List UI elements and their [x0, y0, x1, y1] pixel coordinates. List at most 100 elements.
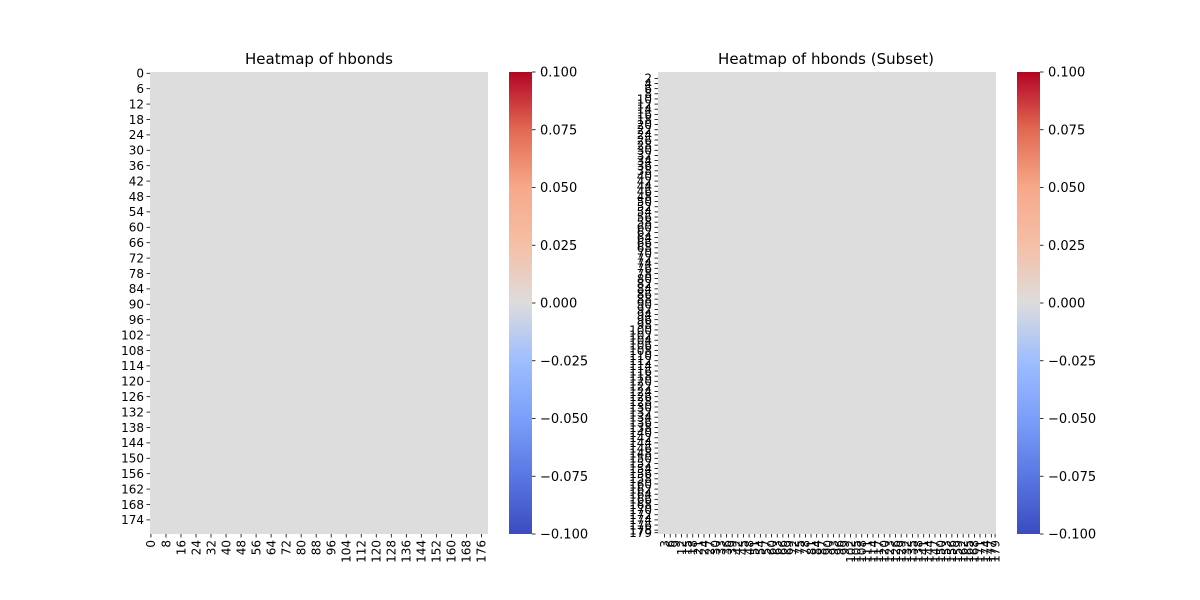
y-tick: 42	[637, 174, 658, 188]
y-tick: 98	[637, 318, 658, 332]
y-tick-label: 102	[629, 328, 652, 342]
y-tick: 84	[637, 282, 658, 296]
y-tick: 24	[637, 128, 658, 142]
y-tick-label: 50	[637, 195, 652, 209]
y-tick-label: 120	[121, 375, 144, 389]
x-tick: 57	[759, 534, 773, 555]
heatmap-right: Heatmap of hbonds (Subset) 2468101214161…	[629, 50, 1002, 563]
y-tick-label: 80	[637, 272, 652, 286]
x-tick: 66	[776, 534, 790, 555]
y-tick: 10	[637, 92, 658, 106]
y-tick-label: 30	[129, 144, 144, 158]
y-tick: 179	[629, 526, 658, 540]
y-tick: 78	[129, 267, 150, 281]
y-tick-label: 32	[637, 149, 652, 163]
y-tick: 6	[136, 82, 150, 96]
y-tick: 62	[637, 226, 658, 240]
y-tick: 96	[637, 313, 658, 327]
y-tick: 78	[637, 267, 658, 281]
y-tick-label: 40	[637, 169, 652, 183]
x-tick-label: 105	[849, 540, 863, 563]
x-tick: 168	[968, 534, 982, 563]
y-tick-label: 70	[637, 246, 652, 260]
y-tick: 156	[629, 467, 658, 481]
x-tick-label: 128	[385, 540, 399, 563]
x-tick: 102	[844, 534, 858, 563]
x-tick-label: 78	[799, 540, 813, 555]
x-tick: 6	[664, 534, 678, 548]
colorbar-tick: 0.025	[532, 239, 577, 254]
colorbar-tick: −0.025	[532, 354, 588, 369]
x-tick-label: 96	[833, 540, 847, 555]
x-tick: 16	[174, 534, 188, 555]
heatmap-left-cells	[150, 72, 488, 534]
x-tick-label: 179	[988, 540, 1002, 563]
y-tick-label: 78	[637, 267, 652, 281]
colorbar-tick: −0.100	[1040, 528, 1096, 543]
y-tick-label: 154	[629, 462, 652, 476]
heatmap-left: Heatmap of hbonds 0612182430364248546066…	[121, 50, 489, 563]
heatmap-left-x-ticks: 0 8 16 24 32 40 48 56 64 72 80 88 96 104 112 120 128 136 1…	[144, 534, 489, 563]
x-tick: 9	[669, 534, 683, 548]
x-tick-label: 6	[664, 540, 678, 548]
y-tick-label: 52	[637, 200, 652, 214]
x-tick-label: 56	[249, 540, 263, 555]
x-tick-label: 176	[475, 540, 489, 563]
y-tick-label: 156	[629, 467, 652, 481]
y-tick: 90	[129, 298, 150, 312]
x-tick: 176	[475, 534, 489, 563]
x-tick: 114	[866, 534, 880, 563]
colorbar-tick-label: 0.025	[540, 239, 577, 254]
y-tick: 82	[637, 277, 658, 291]
y-tick-label: 98	[637, 318, 652, 332]
colorbar-tick-label: −0.050	[1048, 412, 1096, 427]
colorbar-tick-label: 0.050	[1048, 181, 1085, 196]
x-tick: 72	[279, 534, 293, 555]
x-tick: 156	[945, 534, 959, 563]
y-tick-label: 38	[637, 164, 652, 178]
y-tick-label: 122	[629, 380, 652, 394]
y-tick-label: 0	[136, 67, 144, 81]
y-tick-label: 12	[129, 97, 144, 111]
y-tick: 122	[629, 380, 658, 394]
y-tick-label: 100	[629, 323, 652, 337]
x-tick: 112	[355, 534, 369, 563]
y-tick-label: 64	[637, 231, 652, 245]
y-tick: 70	[637, 246, 658, 260]
x-tick-label: 150	[934, 540, 948, 563]
y-tick: 164	[629, 488, 658, 502]
y-tick: 28	[637, 138, 658, 152]
x-tick: 141	[917, 534, 931, 563]
x-tick-label: 93	[827, 540, 841, 555]
colorbar-tick-label: 0.075	[540, 123, 577, 138]
x-tick: 54	[754, 534, 768, 555]
y-tick-label: 92	[637, 303, 652, 317]
y-tick: 84	[129, 282, 150, 296]
x-tick-label: 120	[370, 540, 384, 563]
y-tick-label: 162	[121, 482, 144, 496]
x-tick-label: 177	[985, 540, 999, 563]
y-tick: 118	[629, 369, 658, 383]
y-tick-label: 8	[644, 87, 652, 101]
x-tick: 48	[742, 534, 756, 555]
y-tick-label: 42	[637, 174, 652, 188]
y-tick: 146	[629, 441, 658, 455]
x-tick: 171	[973, 534, 987, 563]
y-tick-label: 90	[637, 298, 652, 312]
x-tick: 108	[855, 534, 869, 563]
x-tick-label: 8	[159, 540, 173, 548]
x-tick: 3	[658, 534, 672, 548]
y-tick: 166	[629, 493, 658, 507]
x-tick-label: 165	[962, 540, 976, 563]
y-tick-label: 138	[629, 421, 652, 435]
y-tick-label: 114	[629, 359, 652, 373]
x-tick-label: 3	[658, 540, 672, 548]
y-tick-label: 176	[629, 518, 652, 532]
colorbar-tick-label: 0.075	[1048, 123, 1085, 138]
y-tick-label: 144	[121, 436, 144, 450]
colorbar-tick-label: −0.075	[1048, 470, 1096, 485]
x-tick: 111	[861, 534, 875, 563]
x-tick-label: 40	[219, 540, 233, 555]
x-tick-label: 75	[793, 540, 807, 555]
x-tick-label: 153	[940, 540, 954, 563]
